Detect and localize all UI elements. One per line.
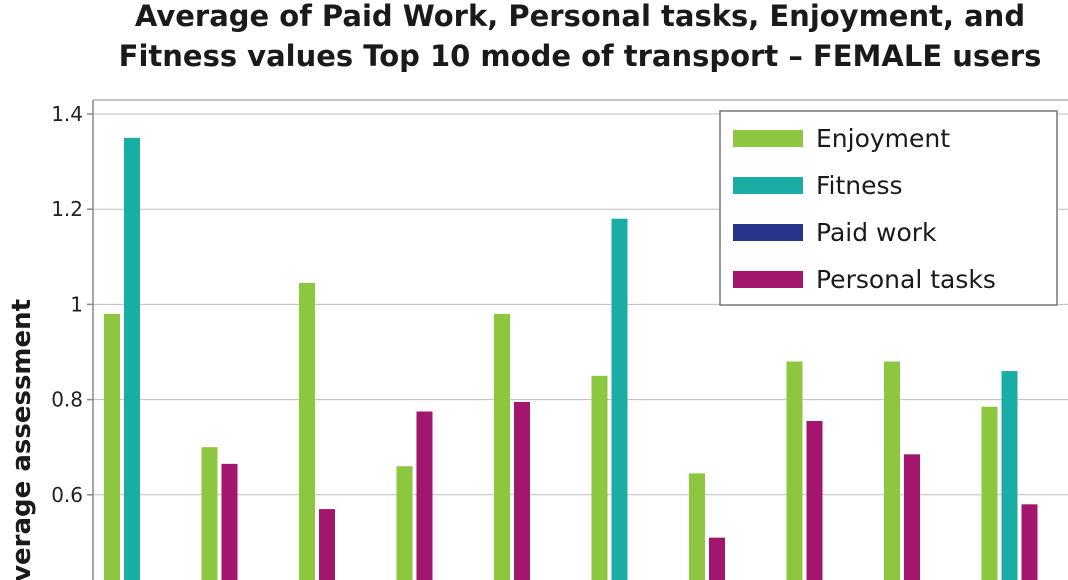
y-tick-label: 0.6 xyxy=(51,483,83,507)
bar-enjoyment-9 xyxy=(884,361,900,580)
bar-enjoyment-1 xyxy=(104,313,120,580)
bar-enjoyment-8 xyxy=(786,361,803,580)
y-tick-label: 1.2 xyxy=(51,197,83,221)
y-tick-label: 0.8 xyxy=(51,388,83,412)
bar-fitness-10 xyxy=(1001,371,1018,580)
bar-enjoyment-2 xyxy=(201,447,218,580)
legend: Enjoyment Fitness Paid work Personal tasks xyxy=(719,110,1058,306)
y-axis-label: Average assessment xyxy=(7,299,37,580)
legend-swatch-enjoyment xyxy=(733,130,803,147)
y-axis-ticks: 1.4 1.2 1 0.8 0.6 xyxy=(51,102,93,507)
legend-swatch-paid-work xyxy=(733,224,803,241)
bar-personal-tasks-9 xyxy=(904,454,920,580)
bar-personal-tasks-7 xyxy=(709,537,725,580)
legend-label-enjoyment: Enjoyment xyxy=(816,124,950,153)
bar-personal-tasks-2 xyxy=(221,463,238,580)
bar-fitness-6 xyxy=(611,218,628,580)
bar-personal-tasks-4 xyxy=(416,411,433,580)
bar-enjoyment-6 xyxy=(591,375,608,580)
legend-label-paid-work: Paid work xyxy=(816,218,937,247)
legend-swatch-personal-tasks xyxy=(733,271,803,288)
legend-label-personal-tasks: Personal tasks xyxy=(816,265,996,294)
bar-enjoyment-5 xyxy=(494,313,510,580)
y-tick-label: 1 xyxy=(70,292,83,316)
bar-personal-tasks-5 xyxy=(514,401,530,580)
bar-fitness-1 xyxy=(124,137,140,580)
chart-title-line-2: Fitness values Top 10 mode of transport … xyxy=(119,39,1042,73)
bars xyxy=(104,137,1038,580)
legend-label-fitness: Fitness xyxy=(816,171,903,200)
bar-enjoyment-4 xyxy=(396,466,413,580)
bar-enjoyment-7 xyxy=(689,473,705,580)
y-tick-label: 1.4 xyxy=(51,102,83,126)
bar-personal-tasks-10 xyxy=(1021,504,1038,580)
legend-swatch-fitness xyxy=(733,177,803,194)
bar-personal-tasks-3 xyxy=(319,509,335,580)
bar-personal-tasks-8 xyxy=(806,421,823,580)
bar-enjoyment-10 xyxy=(981,406,998,580)
bar-enjoyment-3 xyxy=(299,282,315,580)
chart-title-line-1: Average of Paid Work, Personal tasks, En… xyxy=(135,0,1025,33)
